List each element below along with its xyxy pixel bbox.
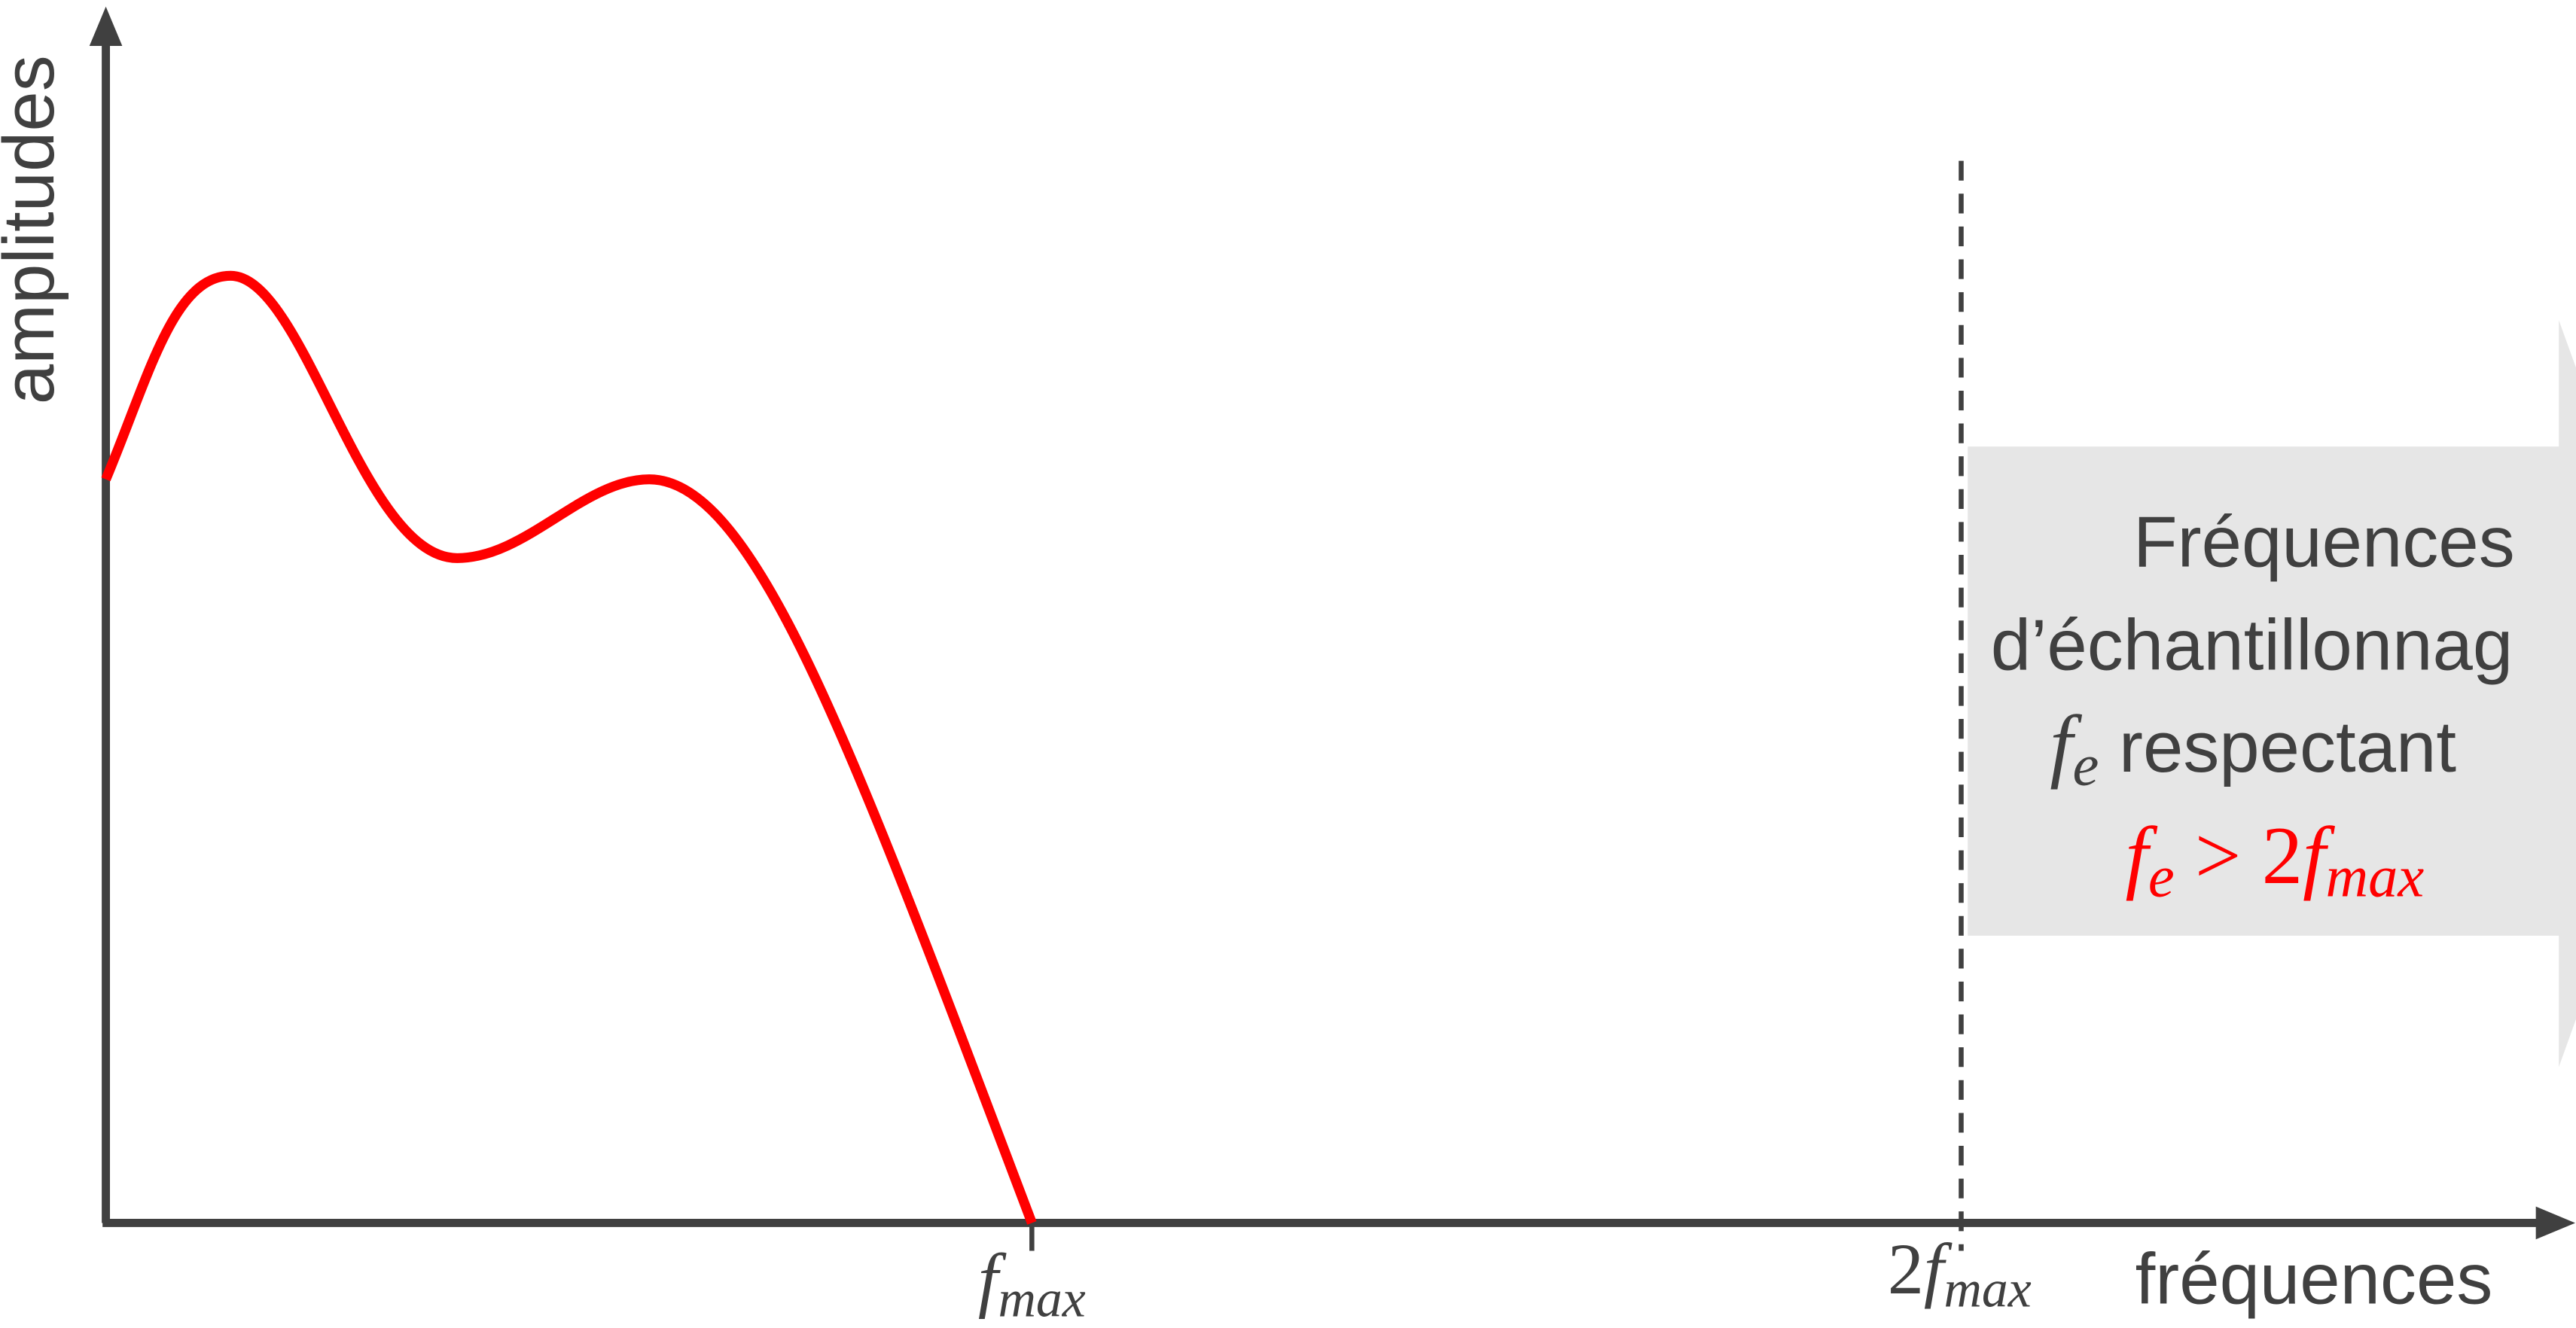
x-arrow [2535, 1206, 2575, 1240]
y-label: amplitudes [0, 55, 69, 404]
text-part: d’échantillonnag [1991, 605, 2513, 686]
text-part: 2 [1888, 1229, 1924, 1309]
y-arrow [89, 6, 123, 47]
text-part: respectant [2099, 707, 2456, 787]
box-line: fe > 2fmax [2126, 810, 2425, 909]
box-line: fe respectant [2050, 699, 2456, 797]
x-tick-label: 2fmax [1888, 1229, 2032, 1318]
subscript: e [2073, 732, 2099, 797]
arrow-box [1968, 320, 2576, 1068]
subscript: e [2148, 844, 2175, 909]
x-tick-label: fmax [978, 1239, 1086, 1328]
text-part: > 2 [2175, 810, 2303, 901]
subscript: max [2325, 844, 2424, 909]
subscript: max [1944, 1261, 2032, 1319]
subscript: max [998, 1271, 1086, 1328]
spectrum-curve [101, 270, 1037, 1225]
box-line: Fréquences [2133, 501, 2515, 582]
box-line: d’échantillonnag [1991, 605, 2513, 686]
x-label: fréquences [2135, 1238, 2493, 1319]
text-part: Fréquences [2133, 501, 2515, 582]
